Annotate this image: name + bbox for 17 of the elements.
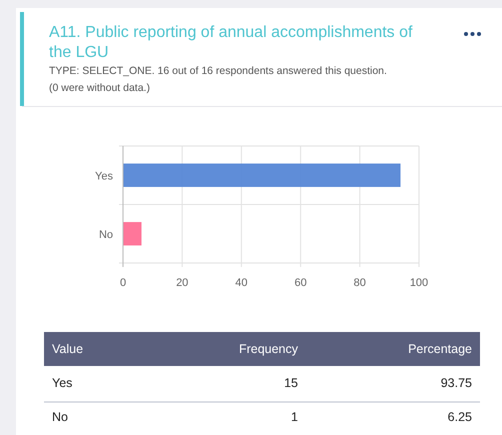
data-label: 15 <box>284 376 298 390</box>
text: Percentage <box>408 342 472 356</box>
chart-title: A11. Public reporting of annual accomplishments of the LGU <box>49 24 414 61</box>
x-tick-label: 80 <box>354 277 366 289</box>
x-tick-label: 60 <box>294 277 307 289</box>
x-tick-label: 40 <box>235 277 248 289</box>
data-label: 1 <box>291 410 298 424</box>
text: Value <box>52 342 84 356</box>
x-tick-label: 100 <box>410 277 428 289</box>
x-tick-label: 0 <box>120 277 126 289</box>
x-tick-label: 20 <box>176 277 188 289</box>
category-label: Yes <box>52 376 72 390</box>
category-label: No <box>52 410 68 424</box>
data-label: 93.75 <box>440 376 472 390</box>
text: Frequency <box>238 342 299 356</box>
data-label: 6.25 <box>448 410 472 424</box>
chart-subtitle: TYPE: SELECT_ONE. 16 out of 16 respondents answered this question. (0 were without data.) <box>49 65 387 94</box>
